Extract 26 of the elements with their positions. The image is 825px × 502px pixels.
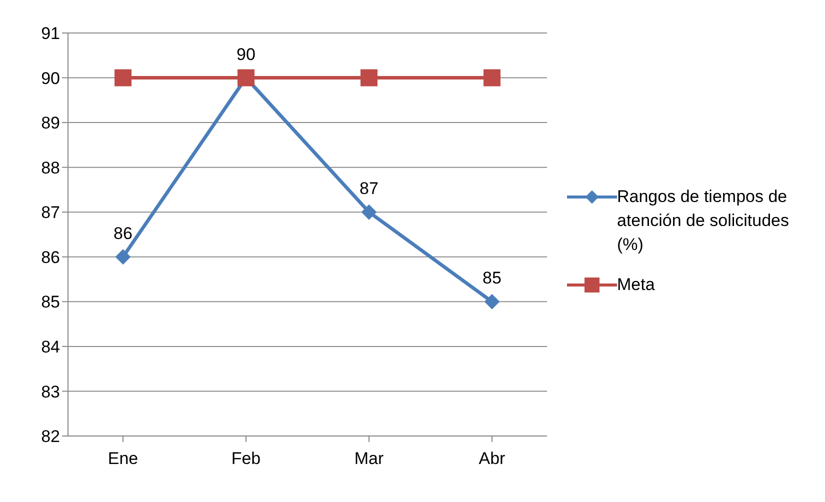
data-label: 90 <box>236 44 256 64</box>
point <box>360 69 378 86</box>
y-tick-label: 84 <box>41 337 60 356</box>
point <box>484 294 500 310</box>
x-tick-label: Ene <box>108 449 138 468</box>
y-tick-label: 85 <box>41 292 60 312</box>
point <box>484 69 500 86</box>
y-tick-label: 88 <box>41 158 60 178</box>
x-tick-label: Abr <box>478 449 506 468</box>
y-tick-label: 86 <box>41 248 60 267</box>
y-tick-label: 82 <box>41 427 60 446</box>
y-tick-label: 91 <box>41 24 60 44</box>
x-tick-label: Mar <box>354 449 384 468</box>
point <box>114 69 132 86</box>
legend-label: Meta <box>617 274 655 296</box>
y-tick-label: 87 <box>41 203 60 222</box>
legend-label: Rangos de tiempos de atención de solicitudes (%) <box>617 186 790 256</box>
x-tick-label: Feb <box>231 449 261 468</box>
y-tick-label: 83 <box>41 382 60 402</box>
point <box>362 204 376 220</box>
point <box>116 249 130 264</box>
data-label: 87 <box>360 179 378 198</box>
y-tick-label: 90 <box>41 68 60 88</box>
data-label: 85 <box>482 268 502 288</box>
y-tick-label: 89 <box>41 114 60 133</box>
data-label: 86 <box>114 224 132 243</box>
